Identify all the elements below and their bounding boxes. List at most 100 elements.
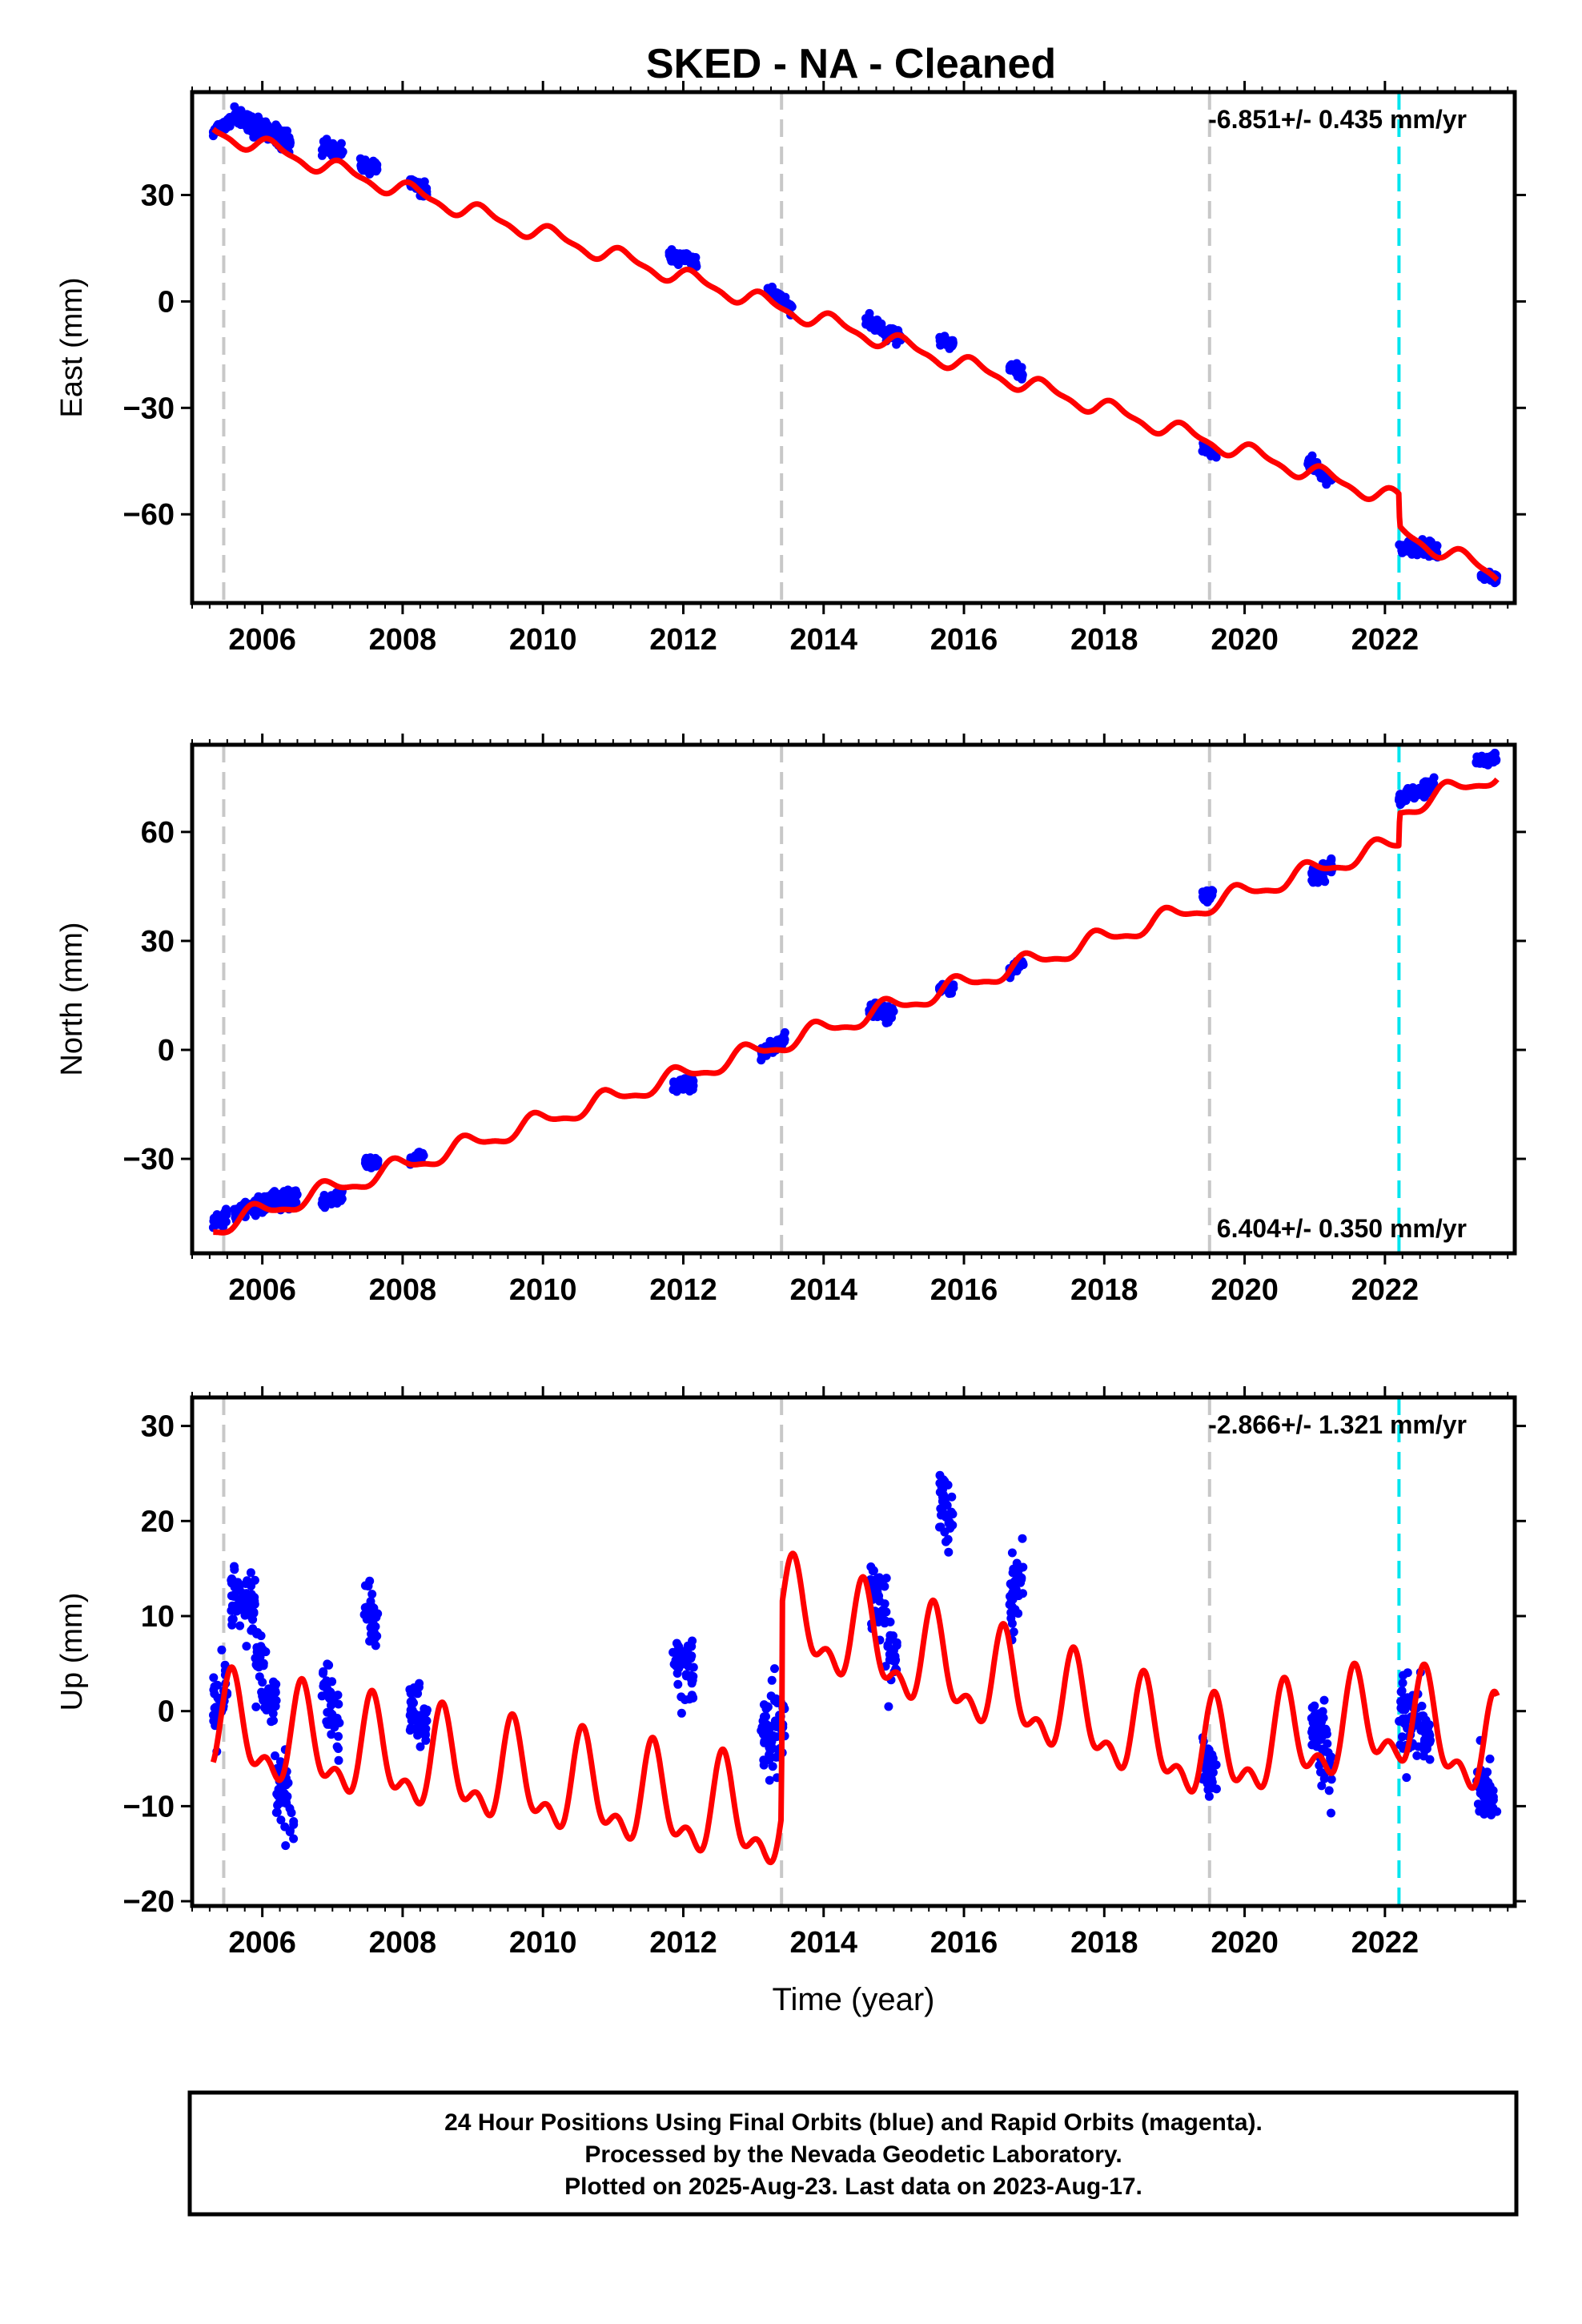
data-point [367, 1590, 377, 1599]
data-point [885, 1007, 895, 1017]
x-tick-label: 2012 [649, 1926, 717, 1960]
data-point [324, 1693, 334, 1702]
x-tick-label: 2022 [1351, 1273, 1419, 1307]
data-point [1420, 1719, 1430, 1729]
x-tick-label: 2018 [1070, 1926, 1138, 1960]
data-point [280, 1822, 290, 1831]
data-point [252, 1661, 262, 1671]
data-point [1484, 1792, 1493, 1802]
data-point [767, 1742, 777, 1751]
data-point [231, 115, 240, 125]
data-point [1315, 468, 1325, 477]
data-point [669, 1659, 679, 1669]
data-point [1010, 1605, 1020, 1614]
y-tick-label: −30 [123, 392, 175, 425]
data-point [770, 1716, 780, 1726]
data-point [1320, 1747, 1330, 1756]
data-point [765, 1775, 774, 1785]
data-point [232, 1204, 241, 1214]
data-point [327, 1730, 336, 1739]
data-point [1483, 1807, 1492, 1815]
velocity-label: -2.866+/- 1.321 mm/yr [1208, 1410, 1467, 1439]
y-axis-label: Up (mm) [55, 1593, 89, 1711]
data-point [220, 124, 230, 134]
data-point [943, 340, 953, 349]
data-point [1317, 1781, 1327, 1791]
data-point [222, 1210, 231, 1220]
y-axis-label: East (mm) [55, 277, 89, 417]
x-tick-label: 2010 [509, 623, 577, 657]
data-point [688, 1692, 697, 1702]
data-point [1398, 1679, 1407, 1687]
x-tick-label: 2018 [1070, 623, 1138, 657]
plot-area-up [209, 1397, 1502, 1906]
data-point [1398, 1732, 1407, 1742]
data-point [881, 1018, 891, 1027]
data-point [1308, 878, 1318, 887]
data-point [1312, 1742, 1322, 1751]
x-tick-label: 2014 [789, 623, 857, 657]
data-point [421, 1707, 431, 1717]
data-point [286, 138, 295, 147]
data-point [1485, 1754, 1495, 1763]
data-point [371, 1613, 381, 1622]
data-point [1319, 1695, 1329, 1705]
data-point [882, 328, 892, 338]
data-point [1402, 1773, 1411, 1783]
data-point [249, 123, 259, 132]
x-tick-label: 2022 [1351, 623, 1419, 657]
data-point [422, 1716, 432, 1726]
data-point [1017, 959, 1026, 968]
x-tick-label: 2016 [930, 1273, 998, 1307]
data-point [271, 120, 281, 130]
data-point [688, 256, 697, 265]
data-point [242, 1589, 251, 1598]
x-tick-label: 2020 [1211, 1273, 1279, 1307]
data-point [218, 1219, 227, 1228]
data-point [881, 1574, 891, 1583]
data-point [1475, 757, 1484, 766]
data-point [689, 1671, 698, 1681]
data-point [884, 1702, 893, 1711]
plot-frame [190, 90, 1517, 605]
y-tick-label: −60 [123, 498, 175, 532]
data-point [256, 1631, 266, 1641]
data-point [416, 1742, 425, 1751]
data-point [285, 1197, 295, 1206]
x-tick-label: 2020 [1211, 623, 1279, 657]
data-point [1014, 370, 1024, 380]
data-point [323, 1659, 332, 1669]
x-tick-label: 2010 [509, 1273, 577, 1307]
data-point [227, 1591, 236, 1601]
data-point [235, 1595, 244, 1605]
x-tick-label: 2018 [1070, 1273, 1138, 1307]
data-point [1321, 1724, 1331, 1734]
data-point [1207, 1750, 1217, 1759]
data-point [1397, 1717, 1407, 1727]
data-point [235, 1605, 244, 1614]
data-point [1403, 1693, 1412, 1703]
data-point [942, 1501, 952, 1510]
data-point [239, 113, 248, 123]
data-point [1425, 1735, 1435, 1745]
data-point [1487, 1785, 1496, 1795]
data-point [883, 1642, 893, 1651]
y-tick-label: −20 [123, 1885, 175, 1919]
data-point [1308, 1732, 1318, 1742]
panel-north: 2006 2008 2010 2012 2014 2016 2018 2020 2022 −30 0… [55, 734, 1526, 1307]
data-point [673, 1669, 682, 1678]
data-point [936, 333, 946, 343]
data-point [275, 1798, 284, 1807]
data-point [272, 1807, 282, 1817]
x-tick-label: 2006 [228, 623, 296, 657]
data-point [217, 1645, 227, 1655]
data-point [1407, 792, 1417, 801]
plot-frame [190, 742, 1517, 1256]
data-point [1318, 1707, 1327, 1716]
data-point [267, 1717, 276, 1727]
data-point [682, 1084, 692, 1093]
y-tick-label: 0 [158, 285, 175, 319]
data-point [1397, 1686, 1407, 1695]
data-point [321, 146, 331, 155]
panels: 2006 2008 2010 2012 2014 2016 2018 2020 2022−60−… [55, 81, 1526, 2017]
